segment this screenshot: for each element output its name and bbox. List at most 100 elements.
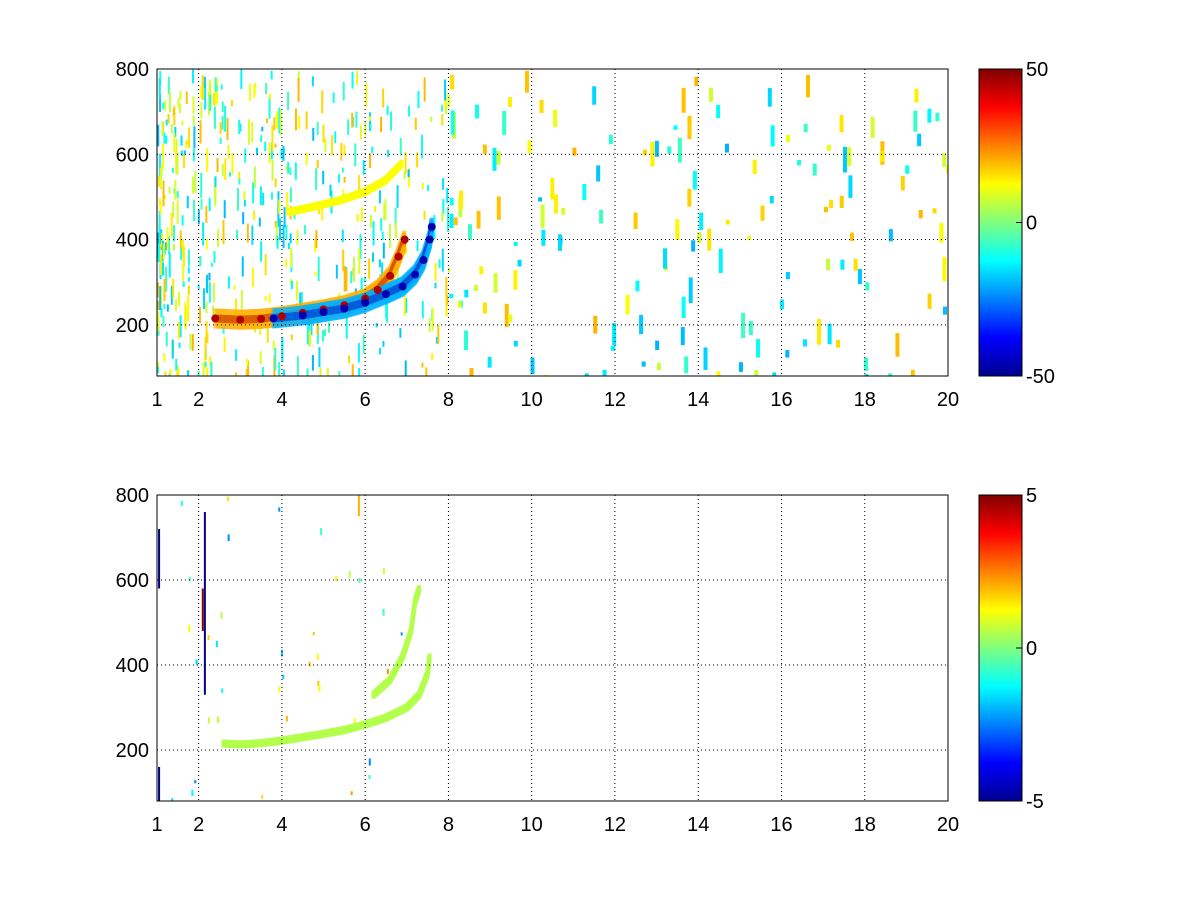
noise-cell <box>362 334 365 354</box>
noise-cell <box>823 206 828 213</box>
noise-cell <box>754 369 759 376</box>
top-colorbar-ticks: 50 0 -50 <box>1016 59 1055 388</box>
noise-cell <box>840 259 845 270</box>
noise-cell <box>829 199 834 209</box>
noise-cell <box>192 96 195 114</box>
noise-cell <box>386 105 389 116</box>
noise-cell <box>293 215 296 220</box>
top-colorbar <box>978 68 1023 377</box>
noise-cell <box>188 576 191 582</box>
colorbar-tick-label: 0 <box>1026 213 1037 235</box>
noise-cell <box>504 303 509 327</box>
noise-cell <box>596 165 601 182</box>
noise-cell <box>222 219 225 244</box>
noise-cell <box>421 362 424 368</box>
noise-cell <box>935 112 940 122</box>
noise-cell <box>359 234 362 259</box>
noise-cell <box>205 301 208 313</box>
noise-cell <box>221 115 224 130</box>
noise-cell <box>770 125 775 147</box>
noise-cell <box>214 77 217 95</box>
noise-cell <box>387 150 390 157</box>
noise-cell <box>347 119 350 136</box>
noise-cell <box>223 200 226 219</box>
noise-cell <box>214 91 217 106</box>
noise-cell <box>306 368 309 376</box>
noise-cell <box>760 205 765 221</box>
noise-cell <box>297 71 300 82</box>
x-tick-label: 2 <box>193 389 204 411</box>
noise-cell <box>224 158 227 180</box>
noise-cell <box>240 289 243 314</box>
noise-cell <box>654 140 659 157</box>
noise-cell <box>160 307 163 318</box>
noise-cell <box>201 74 204 100</box>
noise-cell <box>217 716 220 724</box>
noise-cell <box>541 229 546 246</box>
noise-cell <box>612 323 617 346</box>
x-tick-label: 1 <box>151 814 162 836</box>
noise-cell <box>170 285 173 305</box>
noise-cell <box>538 197 543 202</box>
noise-cell <box>179 90 182 100</box>
noise-cell <box>320 528 323 536</box>
noise-cell <box>467 224 472 240</box>
x-tick-label: 4 <box>276 389 287 411</box>
noise-cell <box>181 120 184 126</box>
noise-cell <box>355 111 358 128</box>
noise-cell <box>927 293 932 309</box>
noise-cell <box>274 143 277 148</box>
noise-cell <box>390 111 393 131</box>
noise-cell <box>703 347 708 370</box>
noise-cell <box>159 243 162 251</box>
noise-cell <box>240 69 243 89</box>
noise-cell <box>650 141 655 167</box>
noise-cell <box>285 225 288 241</box>
noise-cell <box>394 222 397 239</box>
noise-cell <box>167 114 170 124</box>
noise-cell <box>322 170 325 185</box>
noise-cell <box>174 180 177 200</box>
noise-cell <box>161 121 164 137</box>
noise-cell <box>656 362 661 371</box>
noise-cell <box>205 238 208 250</box>
noise-cell <box>265 118 268 124</box>
noise-cell <box>276 236 279 249</box>
noise-cell <box>625 294 630 315</box>
noise-cell <box>342 82 345 101</box>
noise-cell <box>482 144 487 154</box>
noise-cell <box>687 115 692 140</box>
noise-cell <box>170 123 173 134</box>
noise-cell <box>261 126 264 132</box>
noise-cell <box>171 168 174 173</box>
noise-cell <box>253 166 256 188</box>
noise-cell <box>161 233 164 248</box>
noise-cell <box>180 150 183 157</box>
noise-cell <box>330 135 333 156</box>
noise-cell <box>900 175 905 191</box>
ridge-core <box>427 222 436 231</box>
bottom-plot-area <box>157 495 948 801</box>
noise-cell <box>188 127 191 148</box>
noise-cell <box>530 357 535 375</box>
ridge-cell <box>427 653 432 662</box>
noise-cell <box>482 302 487 314</box>
noise-cell <box>434 282 437 289</box>
noise-cell <box>383 203 386 221</box>
noise-cell <box>274 347 277 371</box>
colorbar-tick-label: 0 <box>1026 638 1037 660</box>
ridge-core <box>257 314 266 323</box>
noise-cell <box>200 172 203 198</box>
noise-cell <box>475 104 480 119</box>
noise-cell <box>802 339 807 347</box>
noise-cell <box>173 133 176 153</box>
noise-cell <box>159 167 162 190</box>
noise-cell <box>310 320 313 336</box>
noise-cell <box>175 371 178 376</box>
noise-cell <box>354 143 357 167</box>
noise-cell <box>416 152 419 168</box>
noise-cell <box>684 356 689 374</box>
noise-cell <box>165 119 168 126</box>
ridge-core <box>400 235 409 244</box>
